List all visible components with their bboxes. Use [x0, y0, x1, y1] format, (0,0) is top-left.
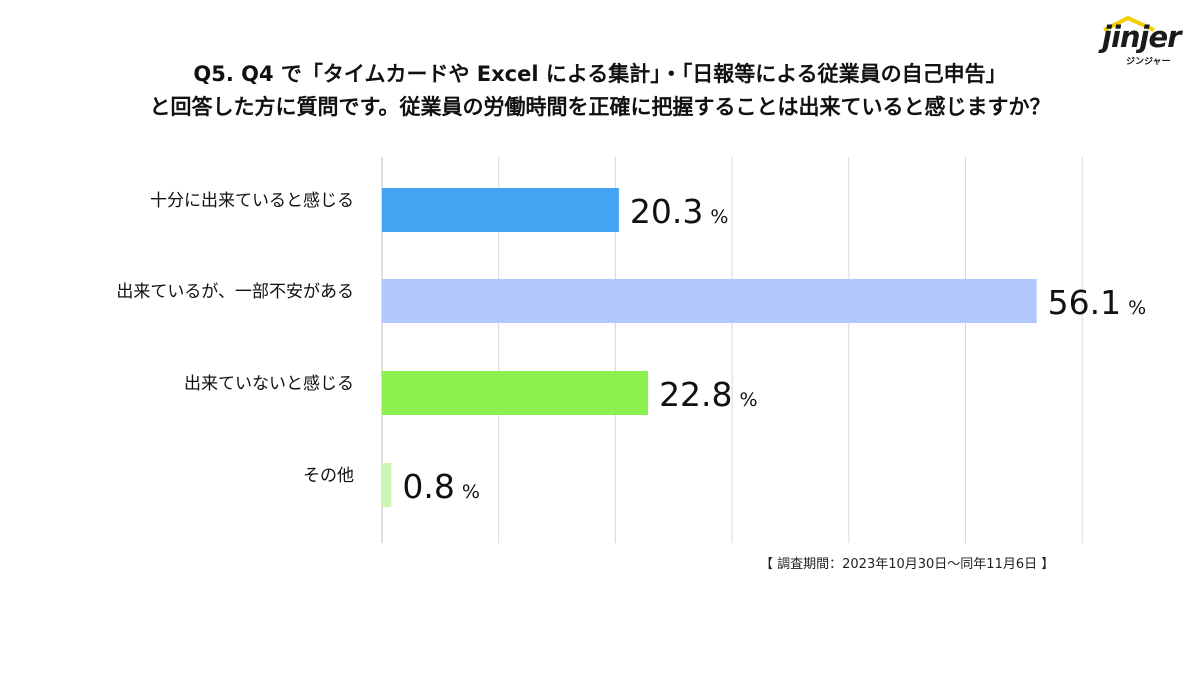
bar-value-unit: %	[740, 389, 758, 411]
bar-value-label: 20.3%	[630, 192, 729, 231]
logo-subtext: ジンジャー	[1126, 57, 1171, 67]
category-label: 出来ていないと感じる	[184, 374, 354, 394]
bar-value-label: 22.8%	[659, 375, 758, 414]
chart-title: Q5. Q4 で「タイムカードや Excel による集計」・「日報等による従業員…	[0, 58, 1200, 124]
title-line-2: と回答した方に質問です。従業員の労働時間を正確に把握することは出来ていると感じま…	[149, 95, 1051, 119]
survey-period-note: 【 調査期間：2023年10月30日～同年11月6日 】	[760, 557, 1055, 572]
bar-value-number: 0.8	[402, 467, 454, 506]
bar-value-number: 56.1	[1048, 283, 1121, 322]
category-label: 出来ているが、一部不安がある	[116, 282, 354, 302]
bar-value-number: 22.8	[659, 375, 732, 414]
bar-value-unit: %	[462, 481, 480, 503]
bar-value-label: 56.1%	[1048, 283, 1147, 322]
bar-value-unit: %	[710, 206, 728, 228]
jinjer-logo: jinjer ジンジャー	[1098, 8, 1194, 70]
bar	[382, 188, 619, 232]
logo-roof-icon	[1103, 15, 1155, 32]
bar	[382, 371, 649, 415]
logo-wordmark: jinjer	[1102, 20, 1181, 54]
category-label: 十分に出来ていると感じる	[150, 191, 354, 211]
bar-value-number: 20.3	[630, 192, 703, 231]
bar	[382, 279, 1037, 323]
title-line-1: Q5. Q4 で「タイムカードや Excel による集計」・「日報等による従業員…	[193, 62, 1007, 86]
category-label: その他	[303, 466, 354, 486]
bar	[382, 463, 392, 507]
bar-value-label: 0.8%	[402, 467, 480, 506]
bar-value-unit: %	[1128, 297, 1146, 319]
